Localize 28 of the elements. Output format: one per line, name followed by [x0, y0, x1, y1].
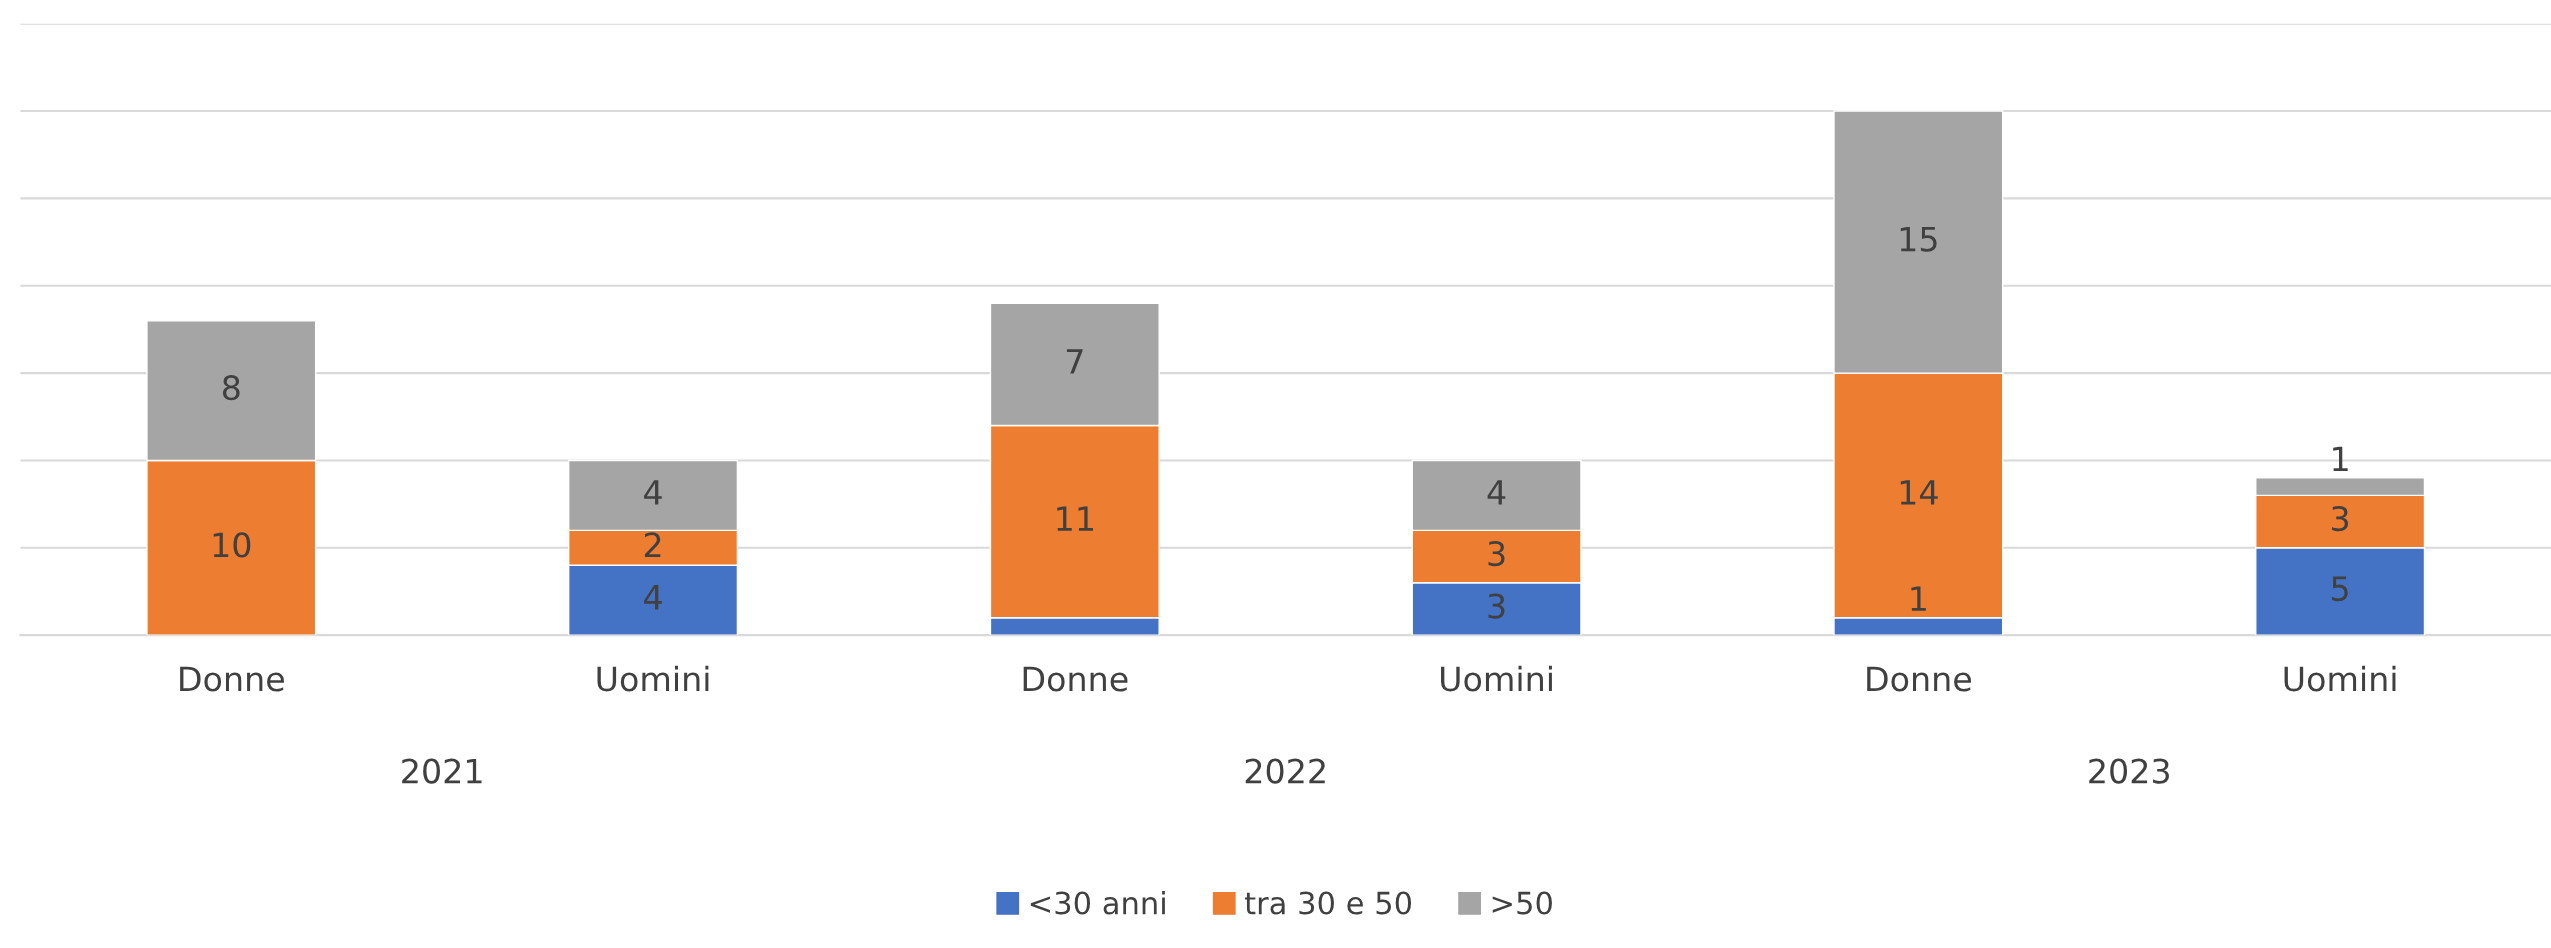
data-label: 1	[1911, 586, 1926, 611]
data-label: 4	[644, 480, 662, 505]
data-label: 3	[2332, 506, 2349, 532]
data-label: 4	[1487, 480, 1506, 505]
x-tick-label: Uomini	[1441, 665, 1552, 692]
legend-label: <30 anni	[1030, 890, 1165, 915]
data-label: 7	[1066, 349, 1083, 374]
data-label: 14	[1900, 480, 1938, 505]
data-label: 3	[1488, 593, 1505, 619]
data-label: 2	[644, 532, 661, 558]
legend-label: tra 30 e 50	[1244, 891, 1412, 915]
legend-label: >50	[1492, 891, 1552, 915]
data-label: 10	[213, 532, 251, 558]
data-label: 8	[222, 375, 240, 401]
data-label: 5	[2332, 576, 2348, 602]
data-label: 4	[644, 585, 662, 610]
text: 2022	[1245, 758, 1325, 784]
x-tick-label: Uomini	[597, 665, 709, 692]
text: 2021	[402, 758, 482, 784]
data-label: 15	[1900, 226, 1937, 252]
data-label: 3	[1488, 541, 1505, 567]
x-tick-label: Donne	[1023, 666, 1128, 692]
x-tick-label: Donne	[1867, 666, 1971, 692]
data-label: 1	[2333, 446, 2348, 471]
x-tick-label: Uomini	[2284, 665, 2396, 692]
text: 2023	[2089, 758, 2169, 784]
x-tick-label: Donne	[180, 666, 284, 692]
data-label: 11	[1057, 506, 1093, 531]
